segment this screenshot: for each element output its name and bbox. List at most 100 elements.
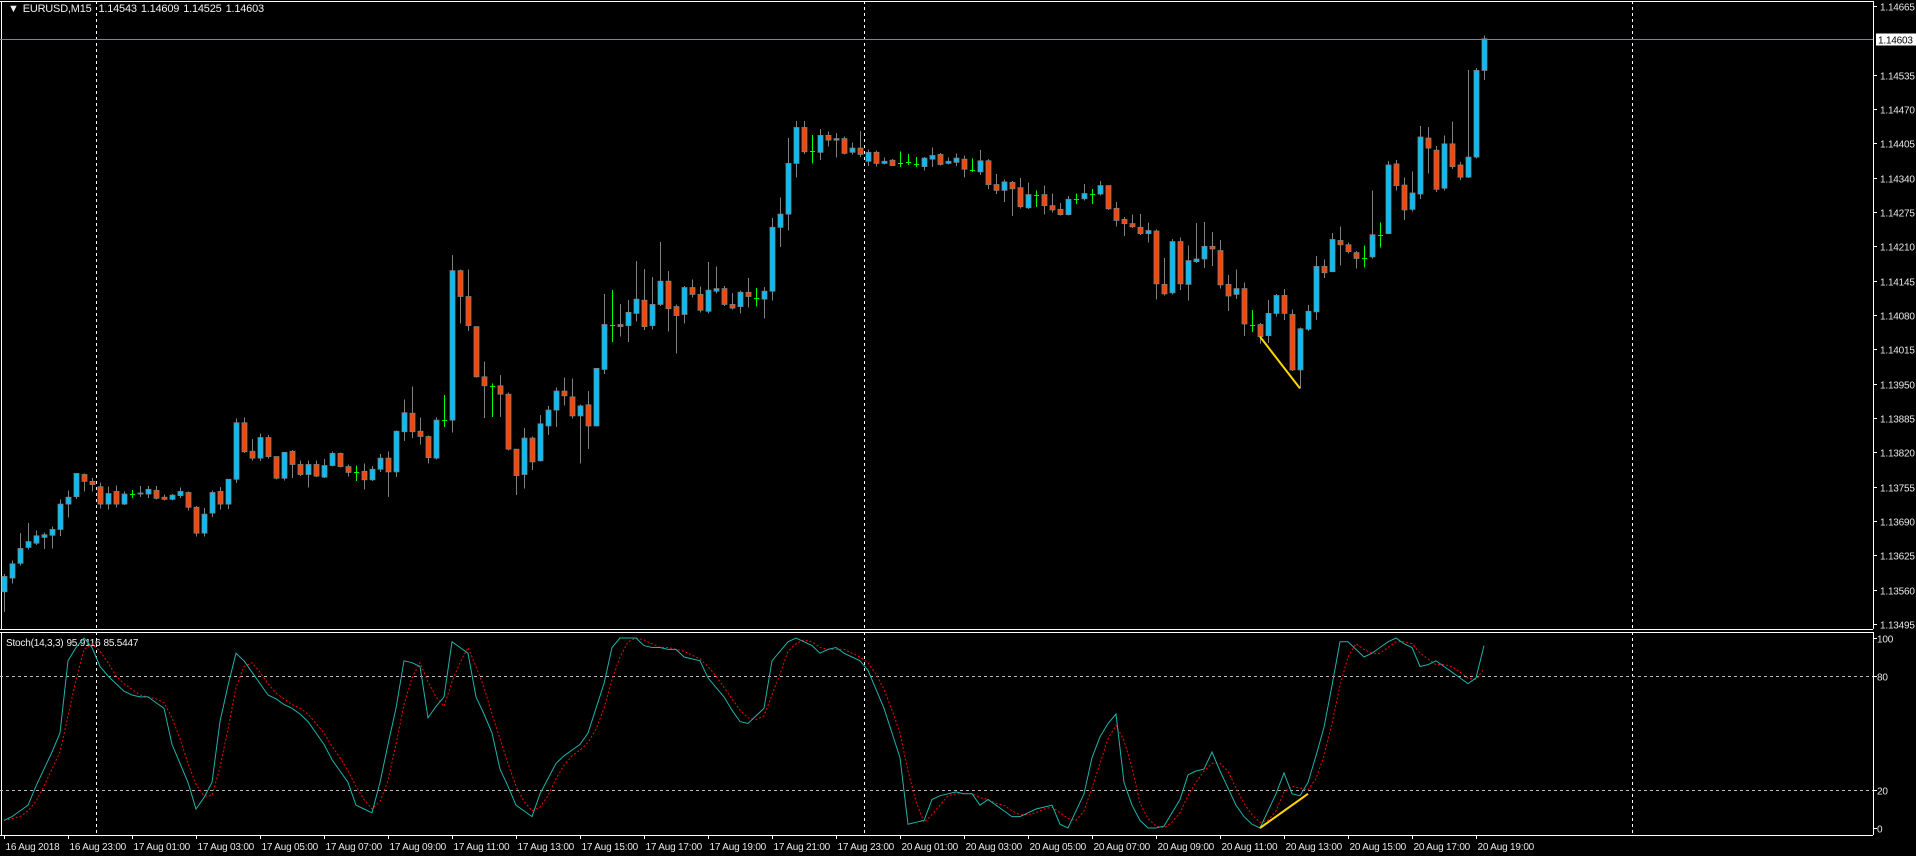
candle[interactable] [1353,251,1360,269]
candle[interactable] [337,452,344,468]
candle[interactable] [305,460,312,488]
candle[interactable] [1481,35,1488,80]
candle[interactable] [625,300,632,342]
candle[interactable] [521,428,528,489]
candle[interactable] [673,304,680,354]
candle[interactable] [593,367,600,427]
candle[interactable] [865,149,872,167]
candle[interactable] [81,473,88,492]
candle[interactable] [1017,178,1024,209]
candle[interactable] [889,159,896,167]
candle[interactable] [1449,121,1456,170]
candle[interactable] [1153,229,1160,300]
candle[interactable] [1065,196,1072,216]
candle[interactable] [761,287,768,319]
candle[interactable] [1145,222,1152,243]
candle[interactable] [1034,190,1039,208]
candle[interactable] [801,121,808,154]
stoch-trendline[interactable] [1259,792,1309,829]
candle[interactable] [754,288,759,307]
candle[interactable] [1161,257,1168,296]
candle[interactable] [137,486,144,498]
candle[interactable] [265,434,272,459]
candle[interactable] [769,217,776,301]
candle[interactable] [89,478,96,492]
triangle-down-icon[interactable]: ▼ [8,3,19,15]
candle[interactable] [873,150,880,167]
candle[interactable] [1225,274,1232,311]
candle[interactable] [641,269,648,330]
candle[interactable] [529,436,536,470]
candle[interactable] [41,532,48,549]
candle[interactable] [17,533,24,566]
candle[interactable] [1441,135,1448,191]
candle[interactable] [1273,293,1280,317]
candle[interactable] [449,254,456,433]
candle[interactable] [553,387,560,427]
candle[interactable] [937,152,944,166]
candle[interactable] [73,473,80,499]
candle[interactable] [729,292,736,310]
candle[interactable] [425,435,432,464]
candle[interactable] [25,523,32,550]
candle[interactable] [970,158,975,172]
candle[interactable] [361,463,368,490]
candle[interactable] [1321,259,1328,279]
candle[interactable] [577,404,584,464]
candle[interactable] [841,136,848,155]
candle[interactable] [1433,145,1440,192]
candle[interactable] [1185,245,1192,301]
candle[interactable] [1233,269,1240,300]
candle[interactable] [273,456,280,480]
candle[interactable] [737,290,744,314]
candle[interactable] [777,197,784,247]
candle[interactable] [417,417,424,445]
candle[interactable] [201,507,208,537]
candle[interactable] [1137,214,1144,236]
candle[interactable] [633,261,640,322]
candle[interactable] [537,414,544,462]
candle[interactable] [1057,203,1064,216]
candle[interactable] [833,132,840,158]
candle[interactable] [209,490,216,517]
candle[interactable] [945,157,952,165]
candle[interactable] [545,405,552,435]
candle[interactable] [601,293,608,375]
candle[interactable] [1201,222,1208,268]
candle[interactable] [393,430,400,478]
candle[interactable] [681,285,688,324]
candle[interactable] [929,147,936,168]
candle[interactable] [1362,245,1367,268]
candle[interactable] [1074,193,1079,205]
candle[interactable] [193,506,200,537]
candle[interactable] [721,285,728,307]
candle[interactable] [1090,188,1095,205]
candle[interactable] [617,303,624,337]
candle[interactable] [217,487,224,510]
candle[interactable] [377,453,384,472]
candle[interactable] [906,153,911,165]
candle[interactable] [1177,237,1184,291]
candle[interactable] [321,459,328,479]
candle[interactable] [985,159,992,189]
candle[interactable] [1401,177,1408,220]
candle[interactable] [1289,309,1296,371]
candle[interactable] [257,433,264,461]
candle[interactable] [1313,255,1320,320]
candle[interactable] [810,134,815,164]
candle[interactable] [921,157,928,171]
candle[interactable] [1193,223,1200,264]
candle[interactable] [481,361,488,418]
candle[interactable] [569,378,576,419]
candle[interactable] [649,276,656,330]
candle[interactable] [713,266,720,294]
candle[interactable] [1393,160,1400,191]
candle[interactable] [233,418,240,483]
candle[interactable] [849,142,856,155]
candle[interactable] [1345,242,1352,254]
candle[interactable] [409,386,416,439]
candle[interactable] [354,465,359,481]
candle[interactable] [1,573,8,612]
candle[interactable] [185,491,192,511]
candle[interactable] [1113,201,1120,227]
